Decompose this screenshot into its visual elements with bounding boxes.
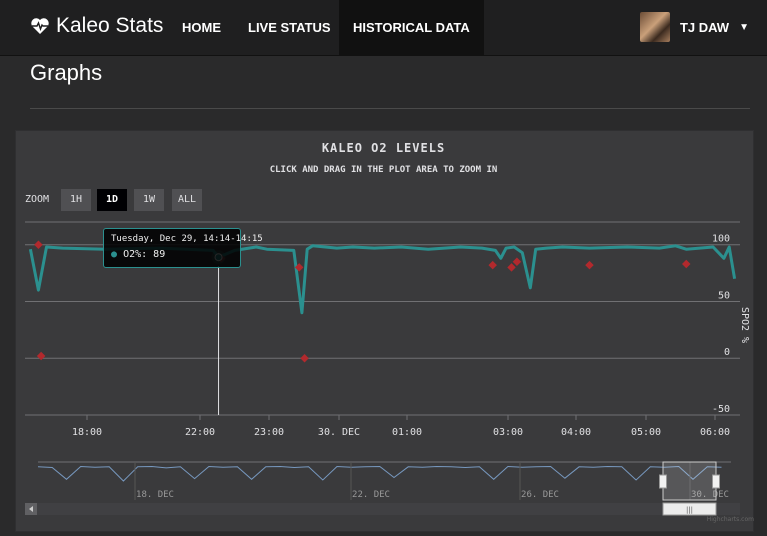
flag-marker [294,263,304,272]
zoom-1w-button[interactable]: 1W [134,189,164,211]
flag-marker [488,260,497,270]
flag-marker [681,259,691,269]
y-axis: 100 50 0 -50 [712,234,730,415]
tooltip: Tuesday, Dec 29, 14:14-14:15 ● O2%: 89 [103,228,263,268]
brand-name: Kaleo Stats [56,14,164,37]
x-tick-label: 05:00 [631,427,661,438]
x-tick-label: 23:00 [254,427,284,438]
zoom-all-button[interactable]: ALL [172,189,202,211]
user-name: TJ DAW [679,19,730,35]
x-tick-label: 03:00 [493,427,523,438]
nav-live-status[interactable]: LIVE STATUS [248,20,331,35]
flag-marker [585,260,594,270]
flag-marker [36,351,46,361]
brand[interactable]: Kaleo Stats [30,10,163,42]
x-tick-label: 06:00 [700,427,730,438]
navbar: Kaleo Stats HOME LIVE STATUS HISTORICAL … [0,0,767,56]
zoom-label: ZOOM [25,194,50,205]
navigator-handle [712,474,720,489]
divider [30,108,750,109]
tooltip-series: O2% [123,249,142,260]
user-menu[interactable]: TJ DAW ▼ [639,12,749,42]
page-title: Graphs [30,60,103,85]
nav-home[interactable]: HOME [182,20,221,35]
x-tick-label: 04:00 [561,427,591,438]
navigator-selection [662,461,717,501]
x-tick-label: 01:00 [392,427,422,438]
arrow-left-icon [29,506,33,512]
navigator-tick-label: 26. DEC [521,490,559,500]
y-tick-label: 100 [712,234,730,245]
y-tick-label: 50 [718,290,730,301]
zoom-1d-button[interactable]: 1D [97,189,127,211]
scrollbar-track [25,503,740,515]
tooltip-body: ● O2%: 89 [111,249,166,260]
chart-subtitle: CLICK AND DRAG IN THE PLOT AREA TO ZOOM … [269,165,498,175]
flag-marker [507,263,516,272]
y-axis-title: SPO2 % [739,307,750,343]
chart-title: KALEO O2 LEVELS [321,141,446,155]
nav-historical-data[interactable]: HISTORICAL DATA [339,0,484,55]
scrollbar-thumb [662,502,717,516]
x-tick-label: 18:00 [72,427,102,438]
navigator[interactable]: 18. DEC 22. DEC 26. DEC 30. DEC ||| [25,461,740,516]
x-tick-label: 22:00 [185,427,215,438]
flag-marker [34,240,43,249]
zoom-1h-button[interactable]: 1H [61,189,91,211]
series-dot-icon: ● [111,249,118,260]
credits[interactable]: Highcharts.com [707,516,754,523]
avatar [639,12,670,42]
x-axis: 18:00 22:00 23:00 30. DEC 01:00 03:00 04:00 05:… [72,415,730,438]
navigator-handle [659,474,667,489]
navigator-tick-label: 18. DEC [136,490,174,500]
tooltip-value: 89 [153,249,166,260]
caret-down-icon: ▼ [739,21,749,33]
navigator-tick-label: 22. DEC [352,490,390,500]
tooltip-header: Tuesday, Dec 29, 14:14-14:15 [111,234,263,244]
navigator-bg [38,462,731,500]
flag-marker [300,353,309,363]
navigator-tick-label: 30. DEC [691,490,729,500]
navigator-series [37,465,722,482]
flag-marker [512,257,522,266]
y-tick-label: -50 [712,404,730,415]
y-tick-label: 0 [724,347,730,358]
heartbeat-icon [31,18,49,34]
x-tick-label: 30. DEC [318,427,360,438]
scrollbar-grip-icon: ||| [686,506,693,514]
